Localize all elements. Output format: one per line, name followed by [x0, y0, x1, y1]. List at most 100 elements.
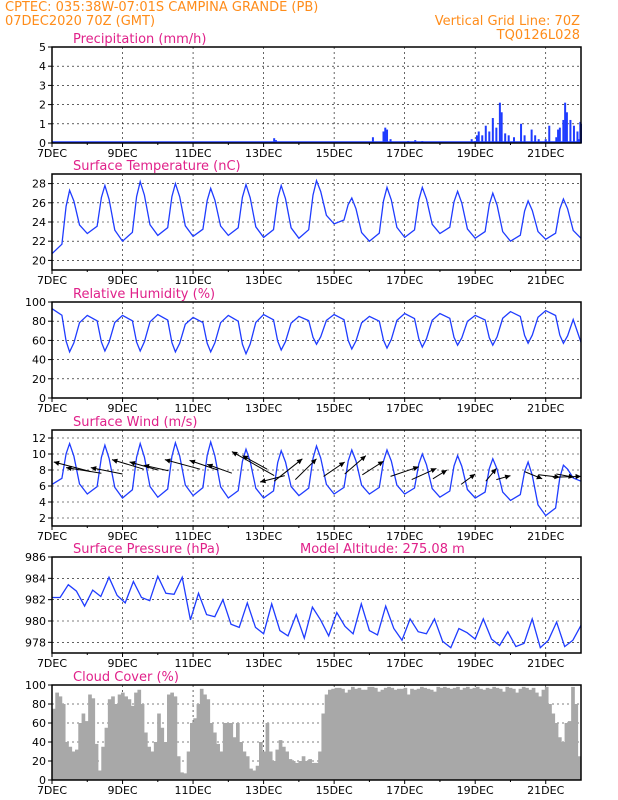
chart-2-xtick-label: 13DEC	[245, 274, 282, 287]
chart-6-bar	[475, 686, 480, 780]
chart-6-bar	[443, 686, 447, 780]
chart-6-bar	[489, 688, 493, 780]
chart-6-bar	[344, 692, 349, 780]
chart-6-xtick-label: 11DEC	[175, 784, 212, 797]
chart-1-xtick-label: 13DEC	[245, 147, 282, 160]
chart-4-xtick-label: 21DEC	[527, 530, 564, 543]
chart-6-bar	[55, 692, 59, 780]
chart-1-bar	[569, 119, 572, 143]
chart-6-bar	[160, 727, 165, 780]
chart-2-ytick-label: 24	[32, 216, 46, 229]
chart-6-bar	[436, 686, 441, 780]
chart-6-bar	[249, 768, 253, 780]
chart-5-ytick-label: 986	[25, 551, 46, 564]
chart-6-bar	[393, 689, 398, 780]
chart-6-bar	[410, 688, 414, 780]
chart-6-bar	[433, 691, 437, 780]
chart-6-bar	[508, 687, 513, 780]
chart-5-ytick-label: 978	[25, 636, 46, 649]
chart-3-ytick-label: 100	[25, 296, 46, 309]
chart-4-wind-arrowhead	[310, 458, 317, 465]
chart-6-bar	[347, 689, 352, 780]
chart-4-wind-arrowhead	[469, 474, 476, 480]
chart-6-bar	[377, 691, 381, 780]
chart-6-bar	[505, 686, 510, 780]
chart-1-bar	[558, 127, 561, 143]
chart-6-bar	[370, 686, 375, 780]
chart-6-bar	[334, 687, 339, 780]
chart-4-wind-arrowhead	[490, 468, 497, 475]
chart-4-wind-arrowhead	[53, 460, 60, 466]
chart-1-bar	[565, 112, 568, 143]
chart-6-bar	[577, 756, 582, 780]
chart-6-bar	[544, 686, 549, 780]
chart-1-xtick-label: 11DEC	[175, 147, 212, 160]
chart-6-bar	[538, 696, 542, 780]
chart-1-bar	[389, 139, 392, 143]
chart-6-bar	[196, 704, 201, 780]
chart-6-ytick-label: 20	[32, 755, 46, 768]
chart-6-bar	[150, 751, 155, 780]
chart-6-bar	[282, 746, 286, 780]
chart-6-bar	[420, 686, 424, 780]
chart-6-bar	[88, 694, 92, 780]
chart-6-bar	[495, 687, 500, 780]
chart-3-ytick-label: 80	[32, 315, 46, 328]
chart-1-frame	[51, 46, 582, 144]
chart-6-bar	[324, 694, 329, 780]
chart-1-bar	[491, 118, 494, 143]
chart-3-ytick-label: 40	[32, 354, 46, 367]
chart-1-bar	[504, 133, 507, 143]
chart-1-bar	[384, 127, 387, 143]
chart-6-ytick-label: 60	[32, 717, 46, 730]
chart-2-frame	[51, 173, 582, 271]
chart-3-xtick-label: 15DEC	[316, 402, 353, 415]
chart-1-bar	[578, 139, 581, 143]
chart-6-bar	[58, 696, 63, 780]
chart-6-bar	[551, 713, 556, 780]
chart-6-bar	[206, 699, 211, 780]
chart-6-bar	[295, 762, 299, 780]
chart-1-bar	[488, 131, 491, 143]
chart-6-bar	[259, 742, 263, 780]
chart-1-bar	[475, 135, 478, 143]
chart-2-series-line	[51, 178, 582, 255]
header-code: TQ0126L028	[496, 28, 580, 43]
chart-4-xtick-label: 19DEC	[457, 530, 494, 543]
chart-6-xtick-label: 9DEC	[107, 784, 137, 797]
chart-1-bar	[386, 129, 389, 143]
chart-6-bar	[104, 727, 109, 780]
chart-6-bar	[571, 686, 575, 780]
chart-6-bar	[459, 689, 464, 780]
chart-1-title: Precipitation (mm/h)	[73, 32, 206, 47]
chart-5-ytick-label: 982	[25, 594, 46, 607]
chart-5-frame	[51, 556, 582, 654]
chart-1-ytick-label: 3	[39, 79, 46, 92]
chart-6-bar	[541, 689, 546, 780]
chart-1-xtick-label: 19DEC	[457, 147, 494, 160]
chart-4-ytick-label: 8	[39, 464, 46, 477]
chart-6-xtick-label: 13DEC	[245, 784, 282, 797]
chart-4-ytick-label: 2	[39, 512, 46, 525]
chart-6-bar	[446, 687, 450, 780]
chart-6-bar	[314, 762, 319, 780]
chart-1-bar	[481, 135, 484, 143]
chart-6-bar	[111, 696, 115, 780]
chart-6-xtick-label: 17DEC	[386, 784, 423, 797]
chart-1-bar	[523, 135, 526, 143]
chart-6-bar	[186, 751, 191, 780]
chart-6-ytick-label: 80	[32, 698, 46, 711]
chart-4-series-line	[51, 439, 582, 517]
chart-5-xtick-label: 21DEC	[527, 657, 564, 670]
chart-6-bar	[262, 751, 266, 780]
chart-6-bar	[252, 770, 257, 780]
chart-3-xtick-label: 7DEC	[37, 402, 67, 415]
chart-2-ytick-label: 26	[32, 197, 46, 210]
chart-4-ytick-label: 10	[32, 448, 46, 461]
chart-5-ytick-label: 980	[25, 615, 46, 628]
chart-6-bar	[374, 687, 378, 780]
header-date: 07DEC2020 70Z (GMT)	[5, 14, 156, 29]
chart-1-bar	[382, 131, 385, 143]
chart-6-bar	[357, 687, 362, 780]
chart-6-bar	[383, 687, 388, 780]
